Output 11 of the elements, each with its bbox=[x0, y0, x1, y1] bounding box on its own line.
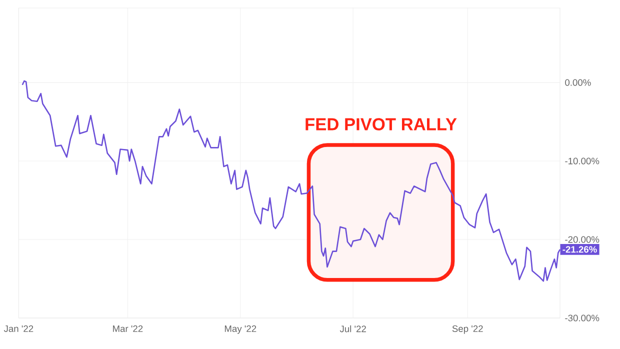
x-tick-label: Jul '22 bbox=[340, 325, 366, 332]
band-label: FED PIVOT RALLY bbox=[306, 118, 457, 130]
y-tick-label: -30.00% bbox=[565, 314, 600, 322]
x-tick-label: May '22 bbox=[224, 325, 256, 334]
x-tick-label: Mar '22 bbox=[113, 325, 143, 332]
x-tick-label: Sep '22 bbox=[452, 325, 483, 334]
x-tick-label: Jan '22 bbox=[4, 325, 34, 332]
y-tick-label: -10.00% bbox=[565, 158, 600, 164]
y-tick-label: -20.00% bbox=[565, 236, 600, 243]
data-label: -21.26% bbox=[562, 246, 597, 253]
y-tick-label: 0.00% bbox=[565, 79, 591, 86]
